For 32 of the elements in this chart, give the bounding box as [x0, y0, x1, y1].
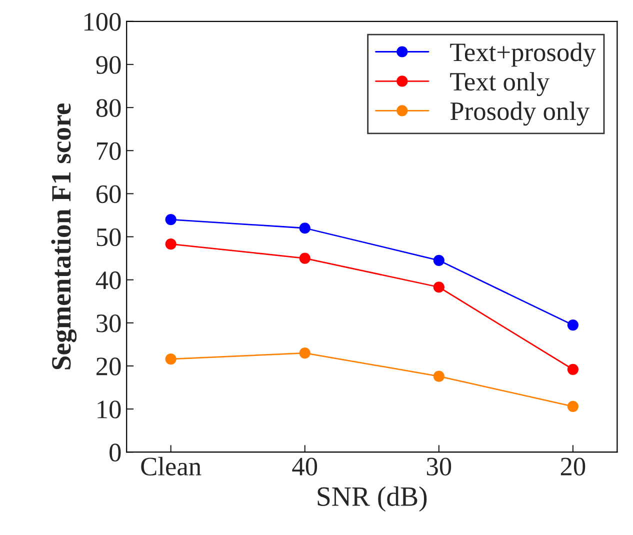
legend-label: Prosody only — [450, 102, 590, 126]
x-tick-label: 30 — [426, 458, 452, 476]
x-axis-title: SNR (dB) — [318, 486, 427, 512]
point — [165, 214, 176, 226]
x-tick-label: 20 — [560, 458, 586, 476]
y-tick-label: 40 — [96, 271, 121, 290]
point — [567, 319, 578, 331]
point — [165, 238, 176, 250]
point — [165, 353, 176, 365]
y-tick-label: 50 — [96, 228, 121, 246]
x-tick-label: 40 — [292, 458, 318, 476]
y-tick-label: 80 — [96, 99, 121, 117]
point — [567, 400, 578, 412]
y-tick-label: 100 — [84, 13, 121, 31]
legend-label: Text+prosody — [450, 42, 596, 67]
y-tick-label: 10 — [98, 400, 121, 418]
y-tick-label: 60 — [96, 185, 121, 204]
y-tick-label: 70 — [97, 142, 121, 160]
x-tick-label: Clean — [141, 456, 202, 476]
point — [299, 347, 310, 359]
legend-label: Text only — [450, 72, 550, 96]
point — [433, 254, 444, 266]
y-tick-label: 90 — [96, 56, 121, 74]
point — [299, 252, 310, 264]
y-tick-label: 30 — [96, 314, 121, 332]
point — [299, 222, 310, 234]
point — [567, 364, 578, 375]
point — [433, 282, 444, 293]
y-axis-title: Segmentation F1 score — [51, 103, 77, 370]
y-tick-label: 20 — [96, 358, 121, 376]
point — [433, 370, 444, 382]
y-tick-label: 0 — [110, 444, 121, 462]
